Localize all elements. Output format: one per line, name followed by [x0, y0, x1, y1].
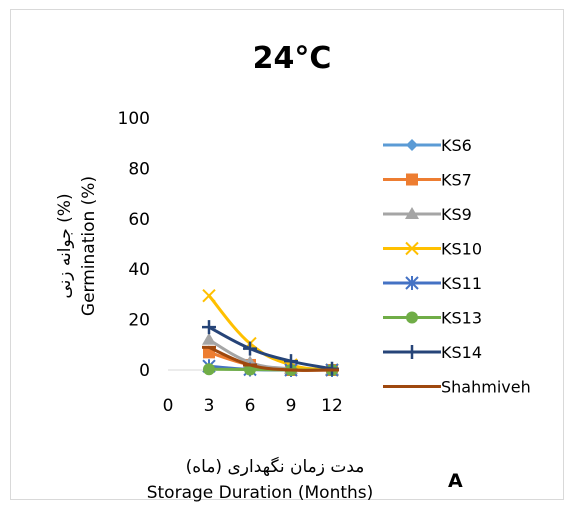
- legend-label-ks13: KS13: [441, 309, 482, 328]
- legend-marker-ks9: [405, 207, 419, 219]
- legend-label-ks11: KS11: [441, 274, 482, 293]
- series-ks10: [202, 288, 339, 377]
- y-tick-label: 40: [128, 260, 150, 280]
- series-line-shahmiveh: [207, 345, 334, 372]
- y-axis-title: جوانه زنی (%) Germination (%): [55, 176, 99, 316]
- plot-area: 0 20 40 60 80 100 0 3 6 9 12: [118, 109, 343, 416]
- y-tick-label: 20: [128, 311, 150, 331]
- panel-letter: A: [448, 470, 463, 492]
- data-point-ks14: [202, 320, 216, 335]
- legend-label-ks14: KS14: [441, 343, 482, 362]
- legend-marker-ks7: [406, 173, 418, 186]
- x-axis-title-en: Storage Duration (Months): [147, 483, 374, 503]
- series-line-ks14: [207, 325, 334, 371]
- y-tick-label: 100: [118, 109, 150, 129]
- legend-marker-ks13: [406, 311, 418, 324]
- legend-item-ks14: KS14: [383, 343, 482, 362]
- data-point-ks14: [243, 341, 257, 356]
- legend: KS6 KS7 KS9 KS10 KS11 KS13 KS14 Shahmiveh: [383, 136, 531, 397]
- x-tick-label: 9: [286, 396, 297, 416]
- legend-item-ks7: KS7: [383, 171, 472, 190]
- legend-marker-ks10: [405, 241, 419, 256]
- x-tick-label: 6: [245, 396, 256, 416]
- legend-item-ks6: KS6: [383, 136, 472, 155]
- x-axis-title-fa: مدت زمان نگهداری (ماه): [186, 456, 365, 477]
- legend-label-ks10: KS10: [441, 240, 482, 259]
- legend-item-shahmiveh: Shahmiveh: [383, 378, 531, 397]
- legend-item-ks9: KS9: [383, 205, 472, 224]
- x-tick-label: 3: [204, 396, 215, 416]
- legend-item-ks10: KS10: [383, 240, 482, 259]
- y-axis-title-en: Germination (%): [79, 176, 99, 316]
- data-point-ks9: [202, 332, 216, 345]
- series-shahmiveh: [202, 345, 339, 372]
- legend-marker-ks11: [405, 276, 419, 290]
- legend-marker-ks14: [405, 345, 419, 359]
- x-axis-title: مدت زمان نگهداری (ماه) Storage Duration …: [147, 456, 374, 503]
- legend-item-ks13: KS13: [383, 309, 482, 328]
- data-point-ks10: [202, 288, 216, 303]
- legend-marker-ks6: [406, 139, 418, 151]
- data-point-ks13: [203, 363, 215, 376]
- y-tick-label: 0: [139, 361, 150, 381]
- x-tick-label: 0: [163, 396, 174, 416]
- legend-label-shahmiveh: Shahmiveh: [441, 378, 531, 397]
- legend-item-ks11: KS11: [383, 274, 482, 293]
- data-point-ks14: [284, 354, 298, 369]
- chart-title: 24°C: [253, 41, 332, 76]
- x-tick-label: 12: [321, 396, 343, 416]
- legend-label-ks6: KS6: [441, 136, 472, 155]
- legend-label-ks7: KS7: [441, 171, 472, 190]
- legend-label-ks9: KS9: [441, 205, 472, 224]
- y-tick-label: 60: [128, 210, 150, 230]
- y-tick-label: 80: [128, 159, 150, 179]
- chart-frame: [10, 9, 564, 500]
- y-axis-title-fa: جوانه زنی (%): [55, 193, 75, 298]
